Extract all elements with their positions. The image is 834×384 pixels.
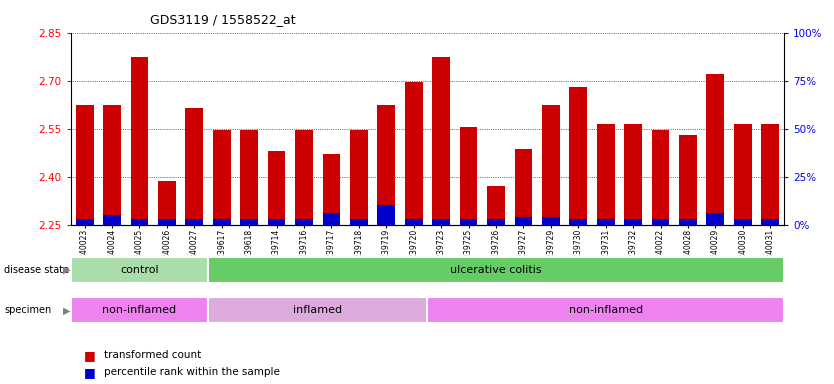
Bar [240, 219, 258, 225]
Text: ■: ■ [83, 366, 95, 379]
Bar [208, 257, 784, 283]
Bar [377, 104, 395, 225]
Bar [213, 219, 231, 225]
Text: GDS3119 / 1558522_at: GDS3119 / 1558522_at [150, 13, 296, 26]
Bar [158, 219, 176, 225]
Bar [460, 127, 478, 225]
Bar [706, 213, 724, 225]
Bar [651, 219, 670, 225]
Bar [185, 219, 203, 225]
Bar [76, 104, 93, 225]
Bar [432, 56, 450, 225]
Bar [679, 219, 697, 225]
Text: control: control [120, 265, 158, 275]
Bar [432, 219, 450, 225]
Bar [185, 108, 203, 225]
Bar [323, 154, 340, 225]
Bar [734, 124, 751, 225]
Text: inflamed: inflamed [294, 305, 342, 315]
Bar [734, 219, 751, 225]
Bar [404, 82, 423, 225]
Bar [487, 219, 505, 225]
Bar [71, 257, 208, 283]
Bar [597, 124, 615, 225]
Bar [208, 297, 427, 323]
Bar [71, 297, 208, 323]
Text: non-inflamed: non-inflamed [103, 305, 177, 315]
Bar [570, 87, 587, 225]
Bar [706, 74, 724, 225]
Bar [350, 219, 368, 225]
Text: ulcerative colitis: ulcerative colitis [450, 265, 542, 275]
Bar [570, 219, 587, 225]
Bar [761, 124, 779, 225]
Bar [131, 219, 148, 225]
Text: ▶: ▶ [63, 265, 70, 275]
Bar [76, 219, 93, 225]
Bar [103, 104, 121, 225]
Bar [487, 186, 505, 225]
Bar [323, 213, 340, 225]
Text: non-inflamed: non-inflamed [569, 305, 643, 315]
Bar [103, 215, 121, 225]
Bar [268, 151, 285, 225]
Text: ▶: ▶ [63, 305, 70, 315]
Bar [295, 219, 313, 225]
Bar [542, 217, 560, 225]
Bar [515, 217, 532, 225]
Bar [131, 56, 148, 225]
Bar [761, 219, 779, 225]
Bar [427, 297, 784, 323]
Bar [597, 219, 615, 225]
Bar [213, 130, 231, 225]
Text: ■: ■ [83, 349, 95, 362]
Bar [240, 130, 258, 225]
Bar [542, 104, 560, 225]
Bar [268, 219, 285, 225]
Bar [651, 130, 670, 225]
Bar [377, 205, 395, 225]
Bar [624, 124, 642, 225]
Bar [624, 219, 642, 225]
Bar [460, 219, 478, 225]
Bar [350, 130, 368, 225]
Bar [404, 219, 423, 225]
Text: disease state: disease state [4, 265, 69, 275]
Bar [158, 181, 176, 225]
Bar [515, 149, 532, 225]
Text: transformed count: transformed count [104, 350, 202, 360]
Bar [295, 130, 313, 225]
Text: percentile rank within the sample: percentile rank within the sample [104, 367, 280, 377]
Text: specimen: specimen [4, 305, 52, 315]
Bar [679, 135, 697, 225]
